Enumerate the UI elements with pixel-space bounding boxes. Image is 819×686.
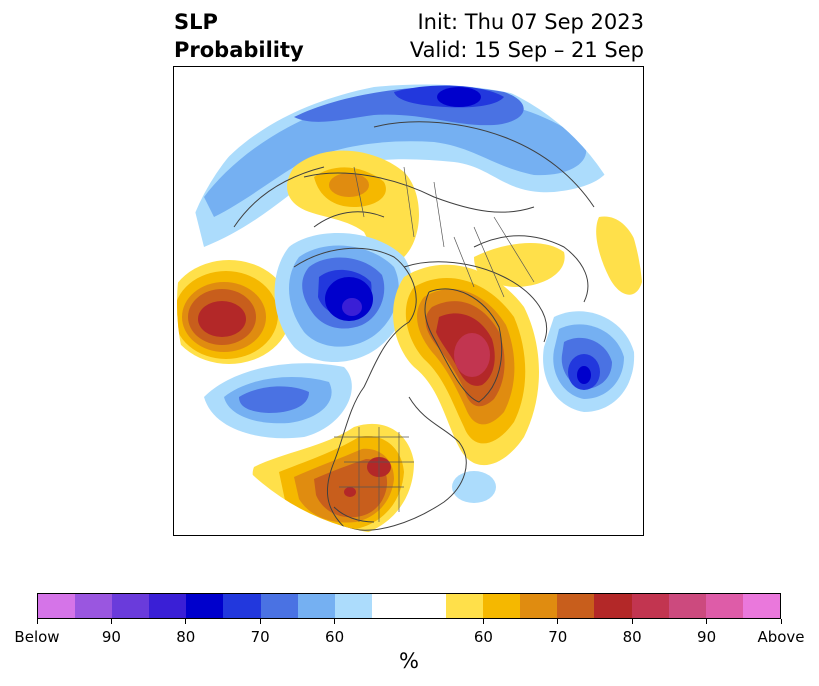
colorbar-tick xyxy=(482,619,484,624)
colorbar-segment xyxy=(38,594,76,618)
colorbar-tick-label: 60 xyxy=(473,628,493,646)
anomaly-pacific-high xyxy=(177,260,291,364)
colorbar-segment xyxy=(297,594,335,618)
colorbar-tick-label: 90 xyxy=(101,628,121,646)
title-variable: SLP xyxy=(174,10,218,34)
colorbar-tick xyxy=(185,619,187,624)
colorbar-tick-label: 60 xyxy=(325,628,345,646)
anomaly-europe-high xyxy=(474,216,643,295)
colorbar-segment xyxy=(260,594,298,618)
colorbar-tick xyxy=(631,619,633,624)
anomaly-arctic-low xyxy=(194,84,612,247)
colorbar-tick xyxy=(557,619,559,624)
country-borders xyxy=(334,166,535,522)
colorbar-segment xyxy=(557,594,595,618)
colorbar-units: % xyxy=(399,649,419,673)
colorbar-tick xyxy=(259,619,261,624)
colorbar-segment xyxy=(446,594,484,618)
colorbar-tick-label: Below xyxy=(14,628,60,646)
map-panel xyxy=(173,66,644,536)
colorbar-ticks: Below 90 80 70 60 60 70 80 90 Above xyxy=(0,619,819,659)
colorbar-tick-label: 70 xyxy=(250,628,270,646)
colorbar-tick-label: 70 xyxy=(548,628,568,646)
colorbar-segment xyxy=(223,594,261,618)
coastlines xyxy=(233,121,595,531)
anomaly-beaufort-low xyxy=(274,233,413,362)
colorbar-tick xyxy=(36,619,38,624)
title-field: Probability xyxy=(174,38,304,62)
colorbar-segment xyxy=(742,594,780,618)
colorbar-segment xyxy=(594,594,632,618)
colorbar-segment xyxy=(75,594,113,618)
colorbar-segment xyxy=(668,594,706,618)
colorbar-segment xyxy=(631,594,669,618)
colorbar-segment xyxy=(112,594,150,618)
anomaly-atlantic-low xyxy=(543,311,635,412)
colorbar-tick-label: 80 xyxy=(176,628,196,646)
title-left: SLP Probability xyxy=(174,8,304,64)
colorbar-segment xyxy=(149,594,187,618)
colorbar-segment xyxy=(371,594,409,618)
probability-map xyxy=(177,70,643,535)
colorbar-tick-label: Above xyxy=(757,628,805,646)
colorbar-tick xyxy=(334,619,336,624)
colorbar-segment xyxy=(186,594,224,618)
colorbar-tick xyxy=(780,619,782,624)
valid-range: Valid: 15 Sep – 21 Sep xyxy=(409,38,644,62)
colorbar-tick xyxy=(706,619,708,624)
colorbar-segment xyxy=(520,594,558,618)
init-date: Init: Thu 07 Sep 2023 xyxy=(417,10,644,34)
colorbar-segment xyxy=(483,594,521,618)
colorbar-tick-label: 90 xyxy=(697,628,717,646)
anomaly-gulf-alaska-low xyxy=(204,363,352,439)
colorbar xyxy=(37,593,781,619)
anomaly-us-high xyxy=(252,423,414,535)
colorbar-tick xyxy=(110,619,112,624)
colorbar-segment xyxy=(705,594,743,618)
colorbar-segment xyxy=(408,594,447,618)
title-right: Init: Thu 07 Sep 2023 Valid: 15 Sep – 21… xyxy=(410,8,644,64)
colorbar-segment xyxy=(334,594,372,618)
colorbar-tick-label: 80 xyxy=(622,628,642,646)
